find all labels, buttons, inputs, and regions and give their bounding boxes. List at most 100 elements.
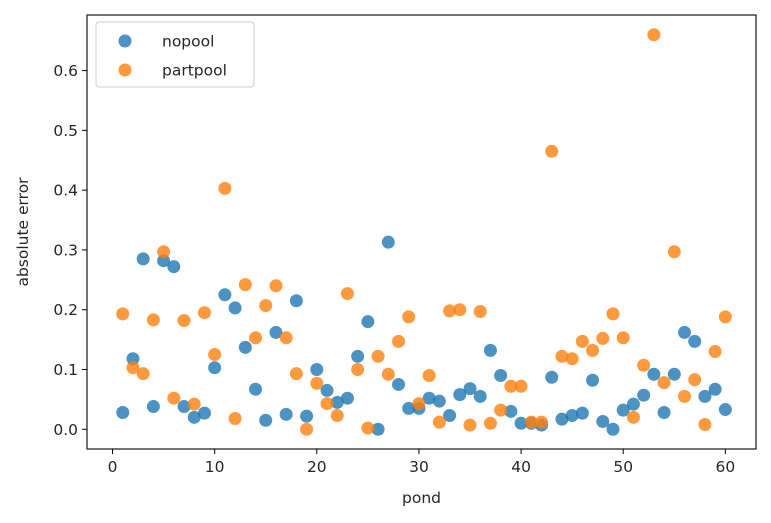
y-tick-label: 0.3 bbox=[53, 241, 78, 259]
y-axis-ticks: 0.0 0.1 0.2 0.3 0.4 0.5 0.6 bbox=[53, 62, 87, 439]
partpool-point bbox=[187, 397, 201, 411]
nopool-point bbox=[269, 325, 283, 339]
nopool-point bbox=[586, 373, 600, 387]
partpool-point bbox=[453, 303, 467, 317]
partpool-point bbox=[647, 28, 661, 42]
partpool-point bbox=[483, 416, 497, 430]
x-tick-label: 0 bbox=[108, 458, 118, 476]
nopool-point bbox=[218, 288, 232, 302]
partpool-point bbox=[524, 415, 538, 429]
partpool-point bbox=[575, 334, 589, 348]
x-axis-ticks: 0 10 20 30 40 50 60 bbox=[108, 449, 735, 476]
partpool-point bbox=[494, 403, 508, 417]
nopool-point bbox=[545, 370, 559, 384]
legend-marker-partpool bbox=[118, 63, 132, 77]
nopool-point bbox=[167, 260, 181, 274]
nopool-point bbox=[443, 409, 457, 423]
partpool-point bbox=[586, 343, 600, 357]
nopool-point bbox=[422, 391, 436, 405]
nopool-point bbox=[351, 349, 365, 363]
partpool-point bbox=[269, 279, 283, 293]
nopool-point bbox=[667, 367, 681, 381]
partpool-point bbox=[535, 415, 549, 429]
marks-layer bbox=[116, 28, 732, 436]
nopool-point bbox=[187, 410, 201, 424]
partpool-point bbox=[157, 245, 171, 259]
partpool-point bbox=[473, 305, 487, 319]
x-axis-label: pond bbox=[402, 489, 441, 507]
legend-label-partpool: partpool bbox=[162, 62, 227, 80]
nopool-point bbox=[289, 294, 303, 308]
partpool-point bbox=[667, 245, 681, 259]
nopool-point bbox=[504, 404, 518, 418]
partpool-point bbox=[126, 361, 140, 375]
partpool-point bbox=[392, 334, 406, 348]
nopool-point bbox=[361, 315, 375, 329]
nopool-point bbox=[279, 407, 293, 421]
partpool-point bbox=[626, 410, 640, 424]
partpool-point bbox=[616, 331, 630, 345]
nopool-point bbox=[555, 412, 569, 426]
plot-area-frame bbox=[86, 14, 757, 450]
nopool-point bbox=[688, 334, 702, 348]
nopool-point bbox=[259, 413, 273, 427]
y-axis-label: absolute error bbox=[14, 177, 32, 287]
nopool-point bbox=[514, 416, 528, 430]
nopool-point bbox=[718, 403, 732, 417]
y-tick-label: 0.5 bbox=[53, 122, 78, 140]
partpool-point bbox=[514, 379, 528, 393]
partpool-point bbox=[218, 181, 232, 195]
partpool-point bbox=[259, 299, 273, 313]
partpool-point bbox=[443, 304, 457, 318]
nopool-point bbox=[678, 325, 691, 339]
nopool-point bbox=[402, 401, 416, 415]
partpool-point bbox=[136, 367, 150, 381]
nopool-point bbox=[381, 235, 395, 249]
partpool-point bbox=[422, 368, 436, 382]
nopool-point bbox=[626, 397, 640, 411]
nopool-point bbox=[657, 406, 671, 420]
partpool-point bbox=[678, 389, 691, 403]
x-tick-label: 30 bbox=[409, 458, 429, 476]
nopool-point bbox=[208, 361, 222, 375]
legend-marker-nopool bbox=[118, 34, 132, 48]
nopool-point bbox=[606, 422, 620, 436]
partpool-point bbox=[504, 379, 518, 393]
legend-label-nopool: nopool bbox=[162, 33, 214, 51]
partpool-point bbox=[402, 310, 416, 324]
partpool-point bbox=[432, 415, 446, 429]
nopool-point bbox=[494, 368, 508, 382]
legend-box bbox=[95, 21, 255, 88]
nopool-point bbox=[238, 340, 252, 354]
legend: nopool partpool bbox=[95, 21, 255, 88]
y-tick-label: 0.0 bbox=[53, 421, 78, 439]
nopool-point bbox=[708, 382, 722, 396]
nopool-point bbox=[647, 367, 661, 381]
nopool-point bbox=[249, 382, 263, 396]
partpool-point bbox=[361, 421, 375, 435]
partpool-point bbox=[606, 307, 620, 321]
nopool-point bbox=[330, 395, 344, 409]
partpool-point bbox=[708, 345, 722, 359]
partpool-point bbox=[300, 422, 314, 436]
partpool-point bbox=[330, 409, 344, 423]
x-tick-label: 40 bbox=[511, 458, 531, 476]
nopool-point bbox=[300, 409, 314, 423]
nopool-point bbox=[596, 415, 610, 428]
nopool-point bbox=[453, 388, 467, 402]
nopool-point bbox=[575, 406, 589, 420]
y-tick-label: 0.2 bbox=[53, 301, 78, 319]
partpool-point bbox=[197, 306, 211, 320]
partpool-point bbox=[381, 367, 395, 381]
y-tick-label: 0.1 bbox=[53, 361, 78, 379]
nopool-point bbox=[616, 403, 630, 417]
nopool-point bbox=[320, 383, 334, 397]
nopool-point bbox=[126, 352, 140, 366]
partpool-point bbox=[351, 362, 365, 376]
partpool-point bbox=[167, 391, 181, 405]
x-tick-label: 50 bbox=[613, 458, 633, 476]
partpool-point bbox=[146, 313, 160, 327]
partpool-point bbox=[310, 376, 324, 390]
partpool-point bbox=[657, 376, 671, 390]
nopool-point bbox=[698, 389, 712, 403]
